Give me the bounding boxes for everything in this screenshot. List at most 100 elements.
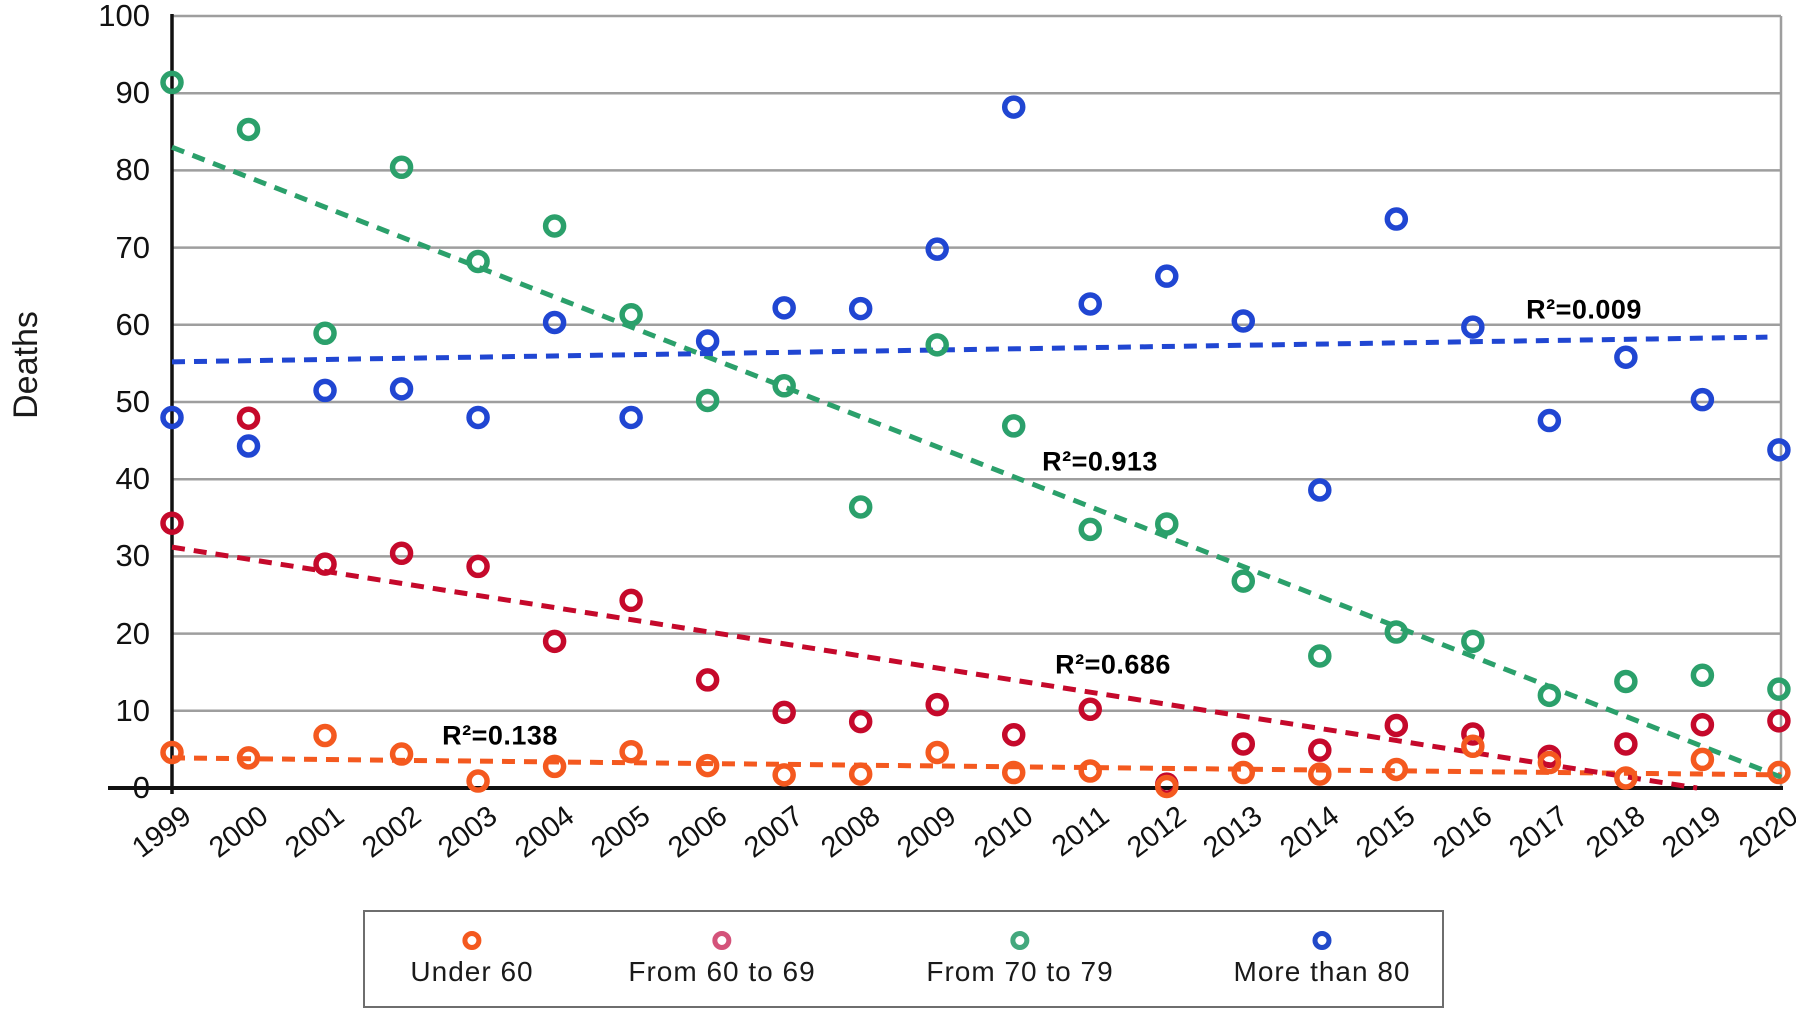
data-point-more-than-80-2017 <box>1537 408 1562 433</box>
data-point-from-70-to-79-2001 <box>313 321 337 346</box>
data-point-from-60-to-69-2004 <box>542 629 567 654</box>
data-point-from-60-to-69-2018 <box>1614 732 1638 756</box>
data-point-from-70-to-79-2011 <box>1078 517 1102 542</box>
data-point-from-60-to-69-2001 <box>313 552 337 576</box>
data-point-more-than-80-2014 <box>1308 478 1332 502</box>
data-point-more-than-80-2002 <box>389 377 414 401</box>
data-point-more-than-80-2004 <box>542 310 567 335</box>
data-point-more-than-80-2006 <box>695 329 720 353</box>
data-point-more-than-80-2007 <box>772 296 796 320</box>
data-point-more-than-80-2016 <box>1461 315 1485 339</box>
data-point-from-70-to-79-2019 <box>1690 663 1715 688</box>
data-point-from-70-to-79-2009 <box>925 333 949 357</box>
data-point-more-than-80-2013 <box>1231 309 1256 333</box>
under-60-marker-icon <box>462 930 482 950</box>
data-point-from-70-to-79-2000 <box>236 117 261 142</box>
y-tick-label-30: 30 <box>115 538 150 574</box>
data-point-from-70-to-79-2010 <box>1001 414 1026 438</box>
y-tick-label-70: 70 <box>115 229 150 265</box>
legend: Under 60 From 60 to 69 From 70 to 79 Mor… <box>363 910 1444 1008</box>
y-tick-label-80: 80 <box>115 152 150 188</box>
legend-item-more-than-80: More than 80 <box>1234 912 1411 1006</box>
data-point-from-70-to-79-1999 <box>160 70 184 95</box>
data-point-from-70-to-79-2003 <box>466 249 490 274</box>
data-point-under-60-2011 <box>1078 759 1102 783</box>
data-point-from-60-to-69-2000 <box>236 406 261 430</box>
trend-line-more-than-80 <box>171 334 1768 365</box>
data-point-from-70-to-79-2013 <box>1231 569 1256 593</box>
data-point-under-60-2016 <box>1461 734 1485 759</box>
data-point-more-than-80-1999 <box>160 405 184 430</box>
data-point-from-70-to-79-2006 <box>695 388 720 413</box>
data-point-under-60-2008 <box>848 762 873 786</box>
data-point-under-60-2003 <box>466 769 490 793</box>
data-point-under-60-2001 <box>313 723 337 748</box>
legend-label: From 70 to 79 <box>926 955 1114 987</box>
data-point-from-60-to-69-2015 <box>1384 713 1409 738</box>
trend-line-from-60-to-69 <box>171 544 1698 791</box>
data-point-more-than-80-2000 <box>236 434 261 458</box>
data-point-from-70-to-79-2020 <box>1767 677 1791 701</box>
data-point-under-60-2018 <box>1614 766 1638 790</box>
data-point-more-than-80-2018 <box>1614 345 1638 369</box>
data-point-more-than-80-2005 <box>619 405 643 430</box>
data-point-under-60-2012 <box>1155 774 1179 799</box>
legend-label: Under 60 <box>410 955 534 987</box>
data-point-from-70-to-79-2007 <box>772 374 796 398</box>
data-point-from-60-to-69-2002 <box>389 541 414 566</box>
data-point-under-60-1999 <box>160 740 184 765</box>
data-point-more-than-80-2019 <box>1690 387 1715 412</box>
data-point-under-60-2009 <box>925 740 949 765</box>
data-point-under-60-2000 <box>236 746 261 770</box>
data-point-from-60-to-69-2009 <box>925 692 949 717</box>
data-point-under-60-2004 <box>542 754 567 779</box>
data-point-from-60-to-69-2013 <box>1231 732 1256 756</box>
data-point-from-60-to-69-2008 <box>848 709 873 734</box>
y-tick-label-60: 60 <box>115 306 150 342</box>
data-point-more-than-80-2020 <box>1767 438 1791 462</box>
data-point-from-70-to-79-2004 <box>542 214 567 238</box>
data-point-more-than-80-2003 <box>466 405 490 430</box>
data-point-under-60-2014 <box>1308 762 1332 786</box>
r2-label-from-60-to-69: R²=0.686 <box>1055 649 1171 680</box>
data-point-from-70-to-79-2002 <box>389 155 414 180</box>
data-point-under-60-2013 <box>1231 760 1256 785</box>
data-point-from-60-to-69-2020 <box>1767 709 1791 733</box>
data-point-more-than-80-2008 <box>848 296 873 321</box>
r2-label-under-60: R²=0.138 <box>442 720 558 751</box>
data-point-from-60-to-69-1999 <box>160 511 184 535</box>
more-than-80-marker-icon <box>1312 930 1332 950</box>
legend-label: From 60 to 69 <box>628 955 816 987</box>
y-tick-label-40: 40 <box>115 461 150 497</box>
data-point-from-60-to-69-2005 <box>619 588 643 613</box>
data-point-from-70-to-79-2016 <box>1461 629 1485 654</box>
data-point-from-60-to-69-2006 <box>695 668 720 692</box>
data-point-more-than-80-2010 <box>1001 95 1026 119</box>
data-point-under-60-2002 <box>389 742 414 766</box>
legend-item-from-70-to-79: From 70 to 79 <box>926 912 1113 1006</box>
data-point-from-60-to-69-2011 <box>1078 697 1102 722</box>
data-point-more-than-80-2015 <box>1384 207 1409 231</box>
data-point-under-60-2005 <box>619 739 643 764</box>
data-point-from-70-to-79-2015 <box>1384 620 1409 644</box>
y-tick-label-90: 90 <box>115 75 150 111</box>
data-point-from-70-to-79-2008 <box>848 495 873 519</box>
data-point-under-60-2006 <box>695 753 720 778</box>
y-axis-title: Deaths <box>7 311 45 419</box>
data-point-from-70-to-79-2018 <box>1614 669 1638 694</box>
data-point-from-70-to-79-2017 <box>1537 683 1562 708</box>
data-point-more-than-80-2009 <box>925 237 949 261</box>
trend-line-from-70-to-79 <box>171 144 1783 780</box>
data-point-more-than-80-2001 <box>313 378 337 403</box>
data-point-from-60-to-69-2007 <box>772 700 796 725</box>
data-point-more-than-80-2011 <box>1078 292 1102 316</box>
legend-label: More than 80 <box>1233 955 1411 987</box>
y-tick-label-0: 0 <box>132 770 150 805</box>
data-point-from-60-to-69-2016 <box>1461 722 1485 746</box>
y-tick-label-10: 10 <box>115 692 150 728</box>
data-point-under-60-2020 <box>1767 760 1791 785</box>
data-point-from-60-to-69-2010 <box>1001 722 1026 747</box>
data-point-from-70-to-79-2014 <box>1308 644 1332 668</box>
r2-label-from-70-to-79: R²=0.913 <box>1042 446 1158 477</box>
